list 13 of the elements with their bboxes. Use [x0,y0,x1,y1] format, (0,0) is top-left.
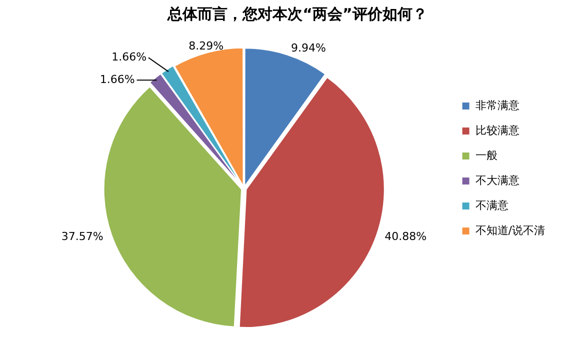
data-label: 37.57% [61,230,104,244]
legend-label: 一般 [475,148,498,162]
data-label: 1.66% [100,73,135,86]
data-label: 40.88% [384,230,427,244]
legend-label: 比较满意 [475,124,520,137]
data-label: 1.66% [112,50,147,64]
legend-label: 不知道/说不清 [475,224,546,237]
data-label: 8.29% [188,39,224,52]
legend-label: 不满意 [475,198,508,212]
legend-label: 非常满意 [475,98,520,112]
chart-title: 总体而言，您对本次“两会”评价如何？ [166,4,428,23]
data-label: 9.94% [291,41,326,54]
legend-label: 不大满意 [475,174,520,187]
